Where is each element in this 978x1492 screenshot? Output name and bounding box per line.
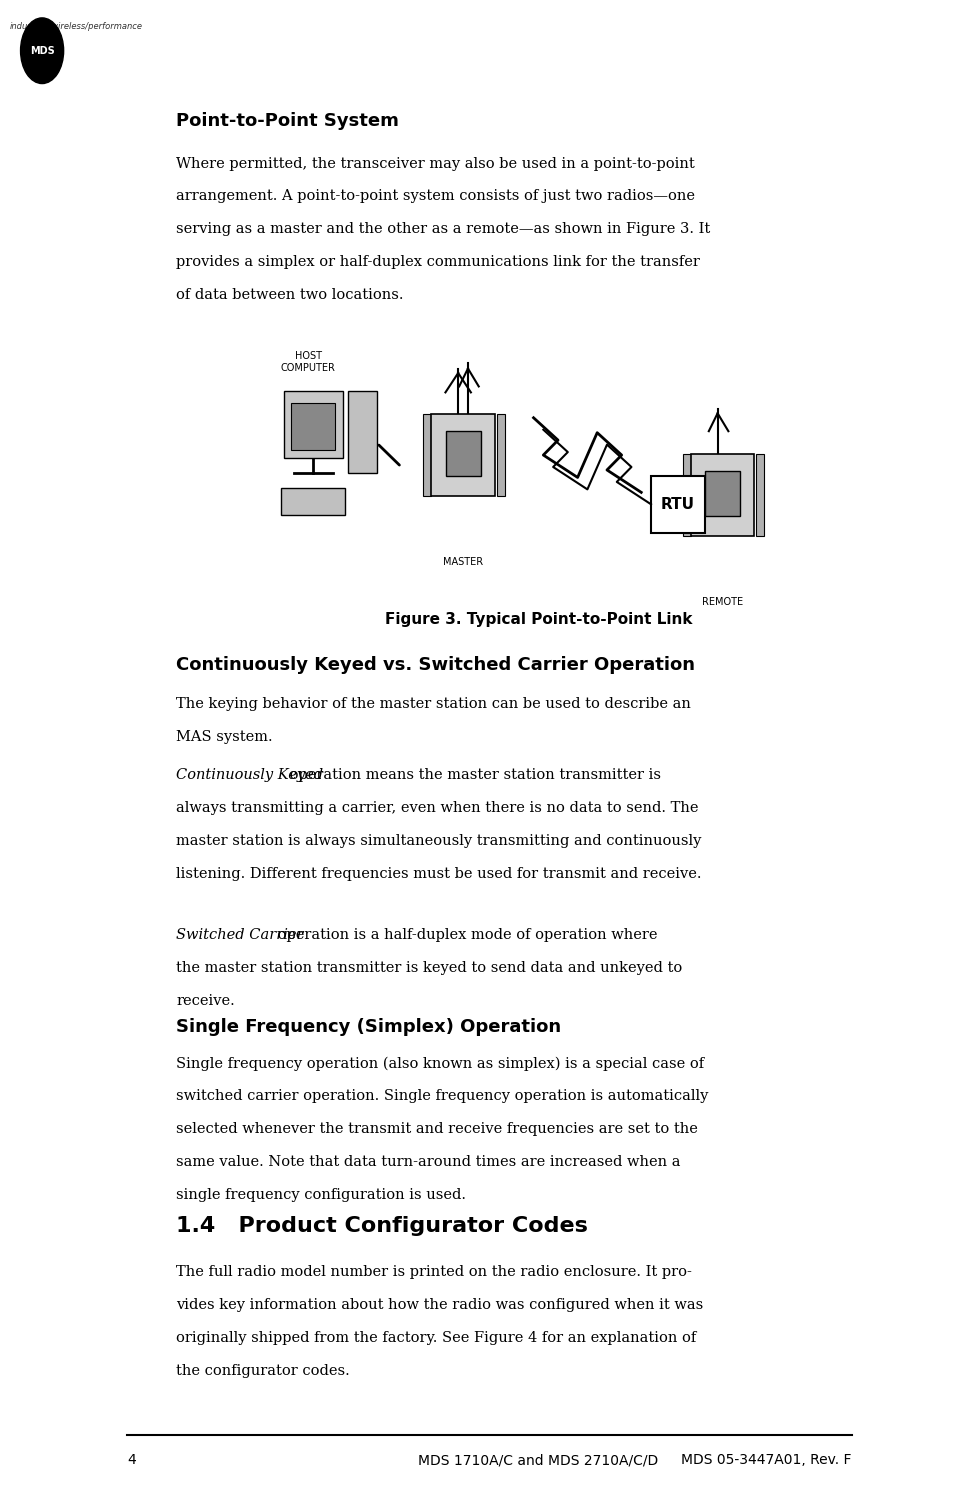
Text: receive.: receive. (176, 994, 235, 1007)
FancyBboxPatch shape (650, 476, 704, 533)
Text: industrial/wireless/performance: industrial/wireless/performance (10, 22, 143, 31)
Text: switched carrier operation. Single frequency operation is automatically: switched carrier operation. Single frequ… (176, 1089, 708, 1103)
Text: vides key information about how the radio was configured when it was: vides key information about how the radi… (176, 1298, 703, 1311)
Text: Where permitted, the transceiver may also be used in a point-to-point: Where permitted, the transceiver may als… (176, 157, 694, 170)
Text: MAS system.: MAS system. (176, 730, 273, 743)
Text: the master station transmitter is keyed to send data and unkeyed to: the master station transmitter is keyed … (176, 961, 682, 974)
Text: Single frequency operation (also known as simplex) is a special case of: Single frequency operation (also known a… (176, 1056, 703, 1071)
Text: same value. Note that data turn-around times are increased when a: same value. Note that data turn-around t… (176, 1155, 680, 1168)
Text: arrangement. A point-to-point system consists of just two radios—one: arrangement. A point-to-point system con… (176, 189, 694, 203)
Text: provides a simplex or half-duplex communications link for the transfer: provides a simplex or half-duplex commun… (176, 255, 699, 269)
Text: The full radio model number is printed on the radio enclosure. It pro-: The full radio model number is printed o… (176, 1265, 691, 1279)
Text: Single Frequency (Simplex) Operation: Single Frequency (Simplex) Operation (176, 1018, 560, 1035)
FancyBboxPatch shape (423, 413, 430, 495)
FancyBboxPatch shape (755, 454, 763, 536)
FancyBboxPatch shape (430, 413, 495, 495)
Text: always transmitting a carrier, even when there is no data to send. The: always transmitting a carrier, even when… (176, 801, 698, 815)
Text: MDS 1710A/C and MDS 2710A/C/D: MDS 1710A/C and MDS 2710A/C/D (418, 1453, 658, 1467)
FancyBboxPatch shape (445, 431, 480, 476)
Text: HOST
COMPUTER: HOST COMPUTER (281, 352, 335, 373)
FancyBboxPatch shape (497, 413, 505, 495)
FancyBboxPatch shape (683, 454, 690, 536)
Text: MDS: MDS (29, 46, 55, 55)
Text: Switched Carrier: Switched Carrier (176, 928, 303, 941)
Text: Continuously Keyed: Continuously Keyed (176, 768, 323, 782)
Text: master station is always simultaneously transmitting and continuously: master station is always simultaneously … (176, 834, 701, 847)
Text: single frequency configuration is used.: single frequency configuration is used. (176, 1188, 466, 1201)
FancyBboxPatch shape (690, 454, 753, 536)
Text: MDS 05-3447A01, Rev. F: MDS 05-3447A01, Rev. F (681, 1453, 851, 1467)
Text: serving as a master and the other as a remote—as shown in Figure 3. It: serving as a master and the other as a r… (176, 222, 710, 236)
Text: 1.4   Product Configurator Codes: 1.4 Product Configurator Codes (176, 1216, 588, 1235)
Text: operation means the master station transmitter is: operation means the master station trans… (286, 768, 661, 782)
Text: of data between two locations.: of data between two locations. (176, 288, 403, 301)
Text: The keying behavior of the master station can be used to describe an: The keying behavior of the master statio… (176, 697, 690, 710)
FancyBboxPatch shape (704, 471, 739, 516)
Text: selected whenever the transmit and receive frequencies are set to the: selected whenever the transmit and recei… (176, 1122, 697, 1135)
Text: Point-to-Point System: Point-to-Point System (176, 112, 399, 130)
Text: RTU: RTU (660, 497, 694, 512)
Text: REMOTE: REMOTE (701, 597, 742, 607)
FancyBboxPatch shape (347, 391, 377, 473)
Text: operation is a half-duplex mode of operation where: operation is a half-duplex mode of opera… (273, 928, 657, 941)
FancyBboxPatch shape (284, 391, 342, 458)
Text: MASTER: MASTER (443, 557, 482, 567)
Text: Figure 3. Typical Point-to-Point Link: Figure 3. Typical Point-to-Point Link (384, 612, 691, 627)
Text: 4: 4 (127, 1453, 136, 1467)
FancyBboxPatch shape (281, 488, 344, 515)
Circle shape (21, 18, 64, 84)
Text: listening. Different frequencies must be used for transmit and receive.: listening. Different frequencies must be… (176, 867, 701, 880)
Text: the configurator codes.: the configurator codes. (176, 1364, 349, 1377)
Text: Continuously Keyed vs. Switched Carrier Operation: Continuously Keyed vs. Switched Carrier … (176, 656, 694, 674)
FancyBboxPatch shape (290, 403, 334, 451)
Text: originally shipped from the factory. See Figure 4 for an explanation of: originally shipped from the factory. See… (176, 1331, 695, 1344)
